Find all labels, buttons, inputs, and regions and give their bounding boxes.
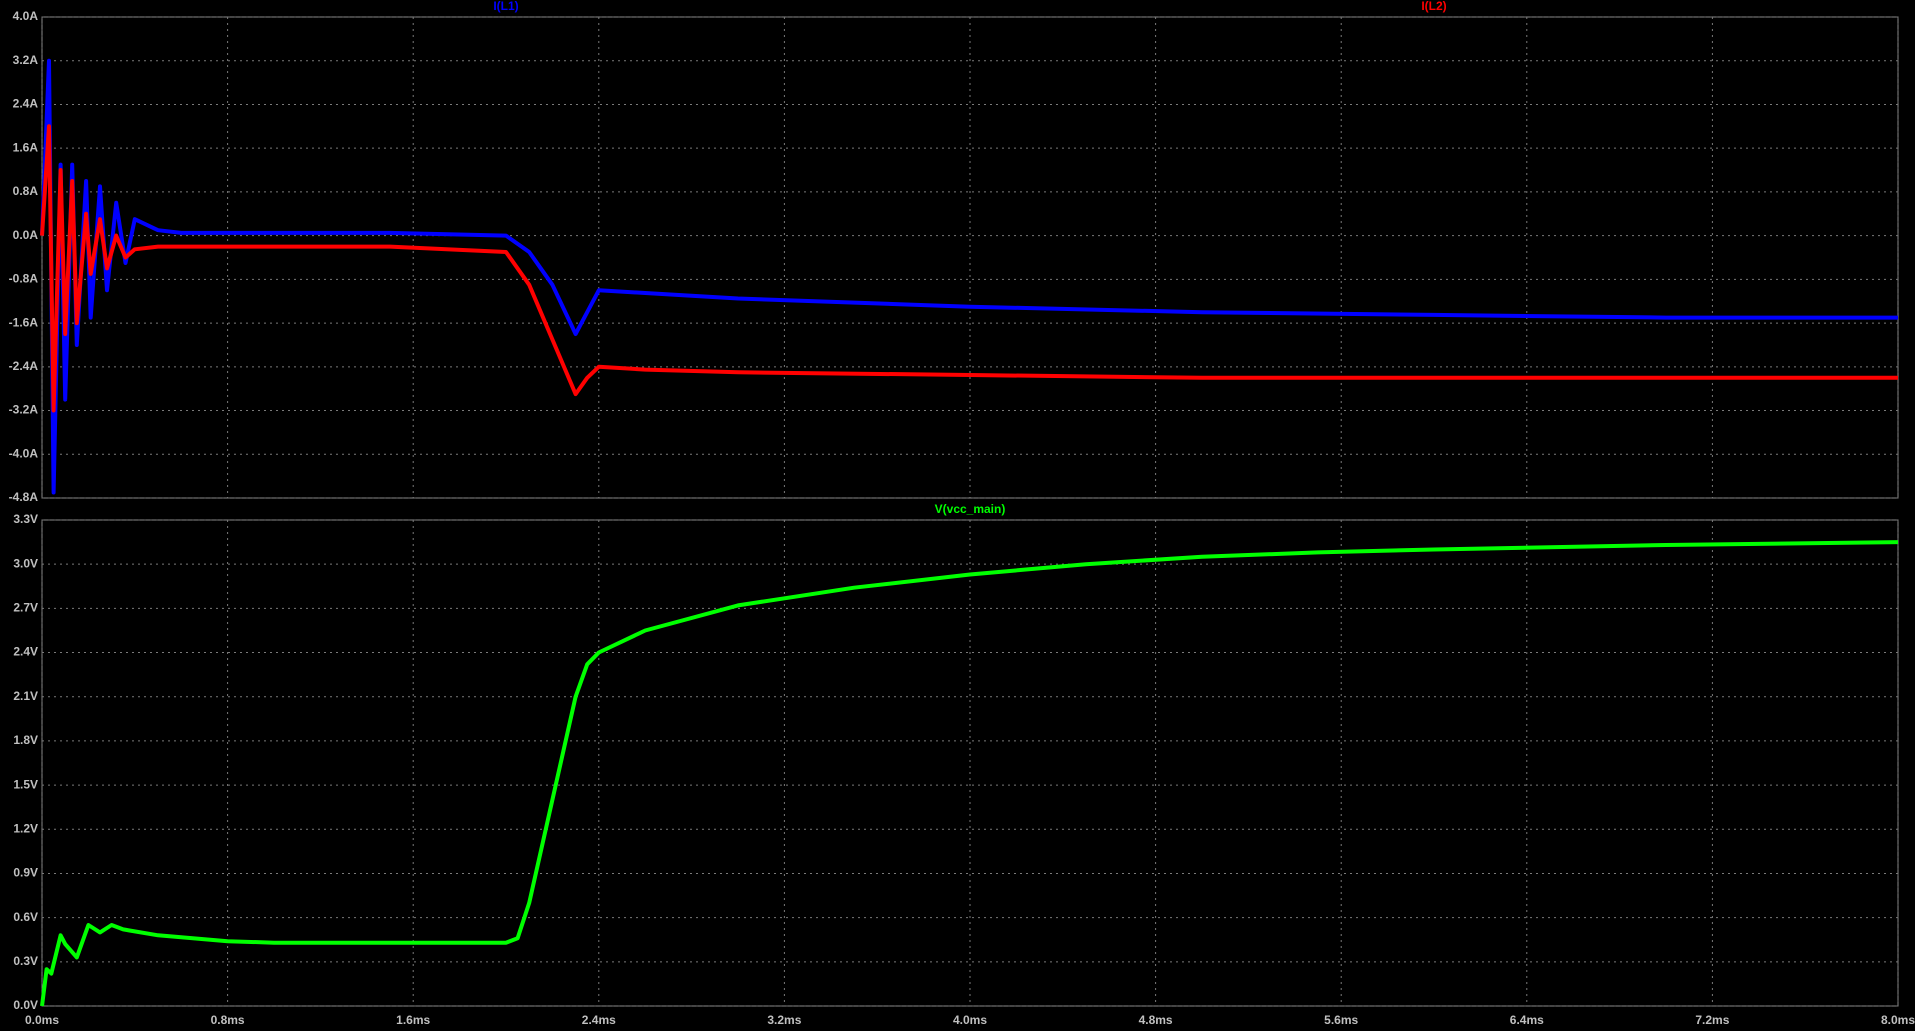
trace-label: V(vcc_main)	[935, 502, 1006, 516]
y-tick-label: 2.4A	[13, 97, 39, 111]
y-tick-label: -1.6A	[9, 315, 39, 329]
x-tick-label: 0.0ms	[25, 1013, 59, 1027]
x-tick-label: 7.2ms	[1695, 1013, 1729, 1027]
y-tick-label: 3.3V	[13, 512, 38, 526]
x-tick-label: 2.4ms	[582, 1013, 616, 1027]
y-tick-label: 0.8A	[13, 184, 39, 198]
x-tick-label: 8.0ms	[1881, 1013, 1915, 1027]
y-tick-label: 0.0V	[13, 998, 38, 1012]
y-tick-label: 1.8V	[13, 733, 38, 747]
x-tick-label: 3.2ms	[767, 1013, 801, 1027]
x-tick-label: 0.8ms	[211, 1013, 245, 1027]
y-tick-label: 1.5V	[13, 777, 38, 791]
y-tick-label: 2.1V	[13, 689, 38, 703]
y-tick-label: 3.2A	[13, 53, 39, 67]
y-tick-label: -0.8A	[9, 272, 39, 286]
trace	[40, 540, 1899, 1007]
trace-label: I(L2)	[1421, 0, 1446, 13]
x-tick-label: 4.0ms	[953, 1013, 987, 1027]
y-tick-label: 0.3V	[13, 954, 38, 968]
y-tick-label: 3.0V	[13, 556, 38, 570]
y-tick-label: -4.8A	[9, 490, 39, 504]
trace	[40, 124, 1898, 413]
y-tick-label: -4.0A	[9, 446, 39, 460]
y-tick-label: 2.4V	[13, 645, 38, 659]
y-tick-label: 0.0A	[13, 228, 39, 242]
y-tick-label: 2.7V	[13, 601, 38, 615]
y-tick-label: 1.6A	[13, 140, 39, 154]
y-tick-label: -3.2A	[9, 403, 39, 417]
y-tick-label: 0.6V	[13, 910, 38, 924]
y-tick-label: 0.9V	[13, 866, 38, 880]
x-tick-label: 4.8ms	[1139, 1013, 1173, 1027]
x-tick-label: 1.6ms	[396, 1013, 430, 1027]
y-tick-label: -2.4A	[9, 359, 39, 373]
y-tick-label: 1.2V	[13, 821, 38, 835]
x-tick-label: 5.6ms	[1324, 1013, 1358, 1027]
x-tick-label: 6.4ms	[1510, 1013, 1544, 1027]
y-tick-label: 4.0A	[13, 9, 39, 23]
trace-label: I(L1)	[493, 0, 518, 13]
